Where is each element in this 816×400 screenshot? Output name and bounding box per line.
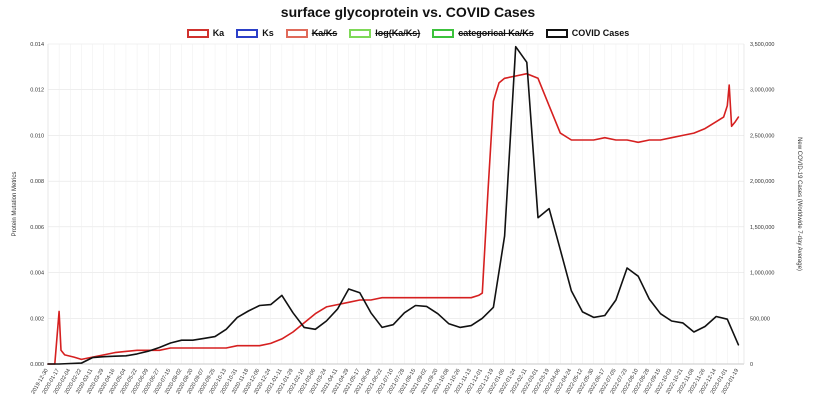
y-right-tick-label: 2,000,000 [750, 179, 774, 185]
y-left-tick-label: 0.000 [30, 362, 44, 368]
legend-swatch [186, 28, 209, 38]
legend-item[interactable]: Ka [186, 28, 225, 38]
y-left-tick-label: 0.008 [30, 179, 44, 185]
legend-swatch [236, 28, 259, 38]
y-right-tick-label: 2,500,000 [750, 133, 774, 139]
y-left-tick-label: 0.014 [30, 42, 44, 48]
y-left-tick-label: 0.004 [30, 271, 44, 277]
legend-label: Ks [262, 28, 274, 38]
y-right-tick-label: 1,500,000 [750, 225, 774, 231]
legend-item[interactable]: COVID Cases [545, 28, 630, 38]
y-right-tick-label: 0 [750, 362, 753, 368]
legend-label: COVID Cases [571, 28, 630, 38]
legend-item[interactable]: Ks [236, 28, 274, 38]
legend-label: log(Ka/Ks) [375, 28, 421, 38]
legend-label: categorical Ka/Ks [458, 28, 534, 38]
legend-item[interactable]: Ka/Ks [285, 28, 338, 38]
chart-legend: Ka Ks Ka/Ks log(Ka/Ks) categorical Ka/Ks COVI… [0, 28, 816, 38]
legend-swatch [285, 28, 308, 38]
y-left-tick-label: 0.012 [30, 88, 44, 94]
y-left-tick-label: 0.010 [30, 133, 44, 139]
y-left-tick-label: 0.002 [30, 316, 44, 322]
legend-swatch [545, 28, 568, 38]
series-line-ka [47, 72, 740, 365]
legend-label: Ka/Ks [311, 28, 338, 38]
chart-title: surface glycoprotein vs. COVID Cases [280, 4, 536, 20]
legend-item[interactable]: log(Ka/Ks) [349, 28, 420, 38]
y-right-tick-label: 1,000,000 [750, 271, 774, 277]
legend-swatch [349, 28, 372, 38]
legend-swatch [432, 28, 455, 38]
y-right-tick-label: 500,000 [750, 316, 770, 322]
series-line-covid-cases [47, 45, 740, 365]
y-left-axis-title: Protein Mutation Metrics [12, 172, 18, 237]
legend-item[interactable]: categorical Ka/Ks [432, 28, 534, 38]
y-right-tick-label: 3,500,000 [750, 42, 774, 48]
legend-label: Ka [212, 28, 225, 38]
y-left-tick-label: 0.006 [30, 225, 44, 231]
y-right-axis-title: New COVID-19 Cases (Worldwide 7-day Aver… [796, 137, 802, 271]
y-right-tick-label: 3,000,000 [750, 88, 774, 94]
